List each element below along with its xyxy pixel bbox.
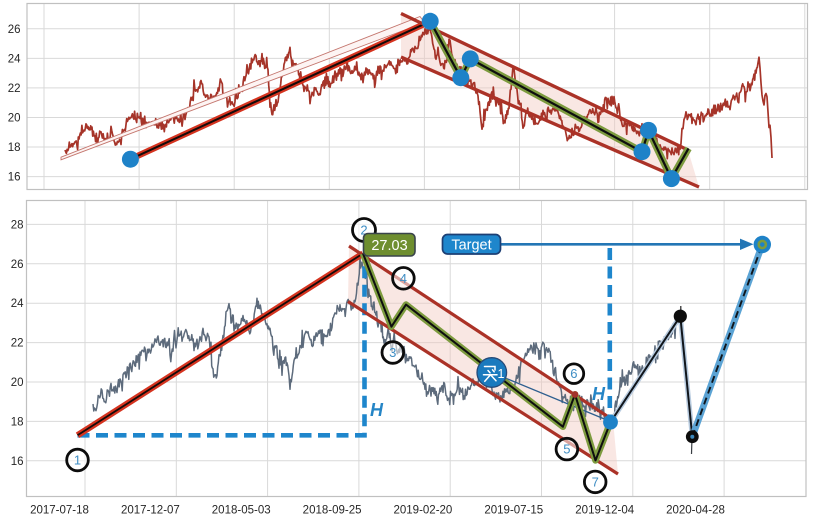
svg-text:2019-02-20: 2019-02-20	[393, 505, 452, 517]
svg-text:26: 26	[11, 259, 24, 271]
svg-text:27.03: 27.03	[371, 238, 407, 254]
svg-text:6: 6	[570, 366, 577, 381]
svg-text:2018-09-25: 2018-09-25	[303, 505, 362, 517]
svg-text:3: 3	[389, 345, 396, 360]
svg-text:1: 1	[74, 453, 81, 468]
svg-text:H: H	[592, 384, 606, 404]
svg-text:20: 20	[11, 377, 24, 389]
svg-text:26: 26	[8, 24, 21, 36]
svg-text:18: 18	[8, 142, 21, 154]
svg-text:2017-07-18: 2017-07-18	[30, 505, 89, 517]
svg-text:20: 20	[8, 113, 21, 125]
svg-text:5: 5	[563, 442, 570, 457]
svg-text:H: H	[370, 400, 384, 420]
svg-text:2017-12-07: 2017-12-07	[121, 505, 180, 517]
svg-text:24: 24	[8, 53, 21, 65]
svg-text:4: 4	[400, 271, 407, 286]
svg-text:22: 22	[11, 338, 24, 350]
svg-text:2020-04-28: 2020-04-28	[666, 505, 725, 517]
svg-text:2: 2	[360, 223, 367, 238]
svg-text:18: 18	[11, 416, 24, 428]
svg-text:7: 7	[592, 474, 599, 489]
svg-text:2019-12-04: 2019-12-04	[575, 505, 634, 517]
svg-text:24: 24	[11, 298, 24, 310]
svg-text:Target: Target	[451, 238, 491, 254]
svg-text:22: 22	[8, 83, 21, 95]
svg-text:1: 1	[498, 367, 505, 381]
svg-text:16: 16	[8, 172, 21, 184]
svg-text:16: 16	[11, 456, 24, 468]
svg-text:2018-05-03: 2018-05-03	[212, 505, 271, 517]
svg-text:28: 28	[11, 219, 24, 231]
svg-text:2019-07-15: 2019-07-15	[484, 505, 543, 517]
